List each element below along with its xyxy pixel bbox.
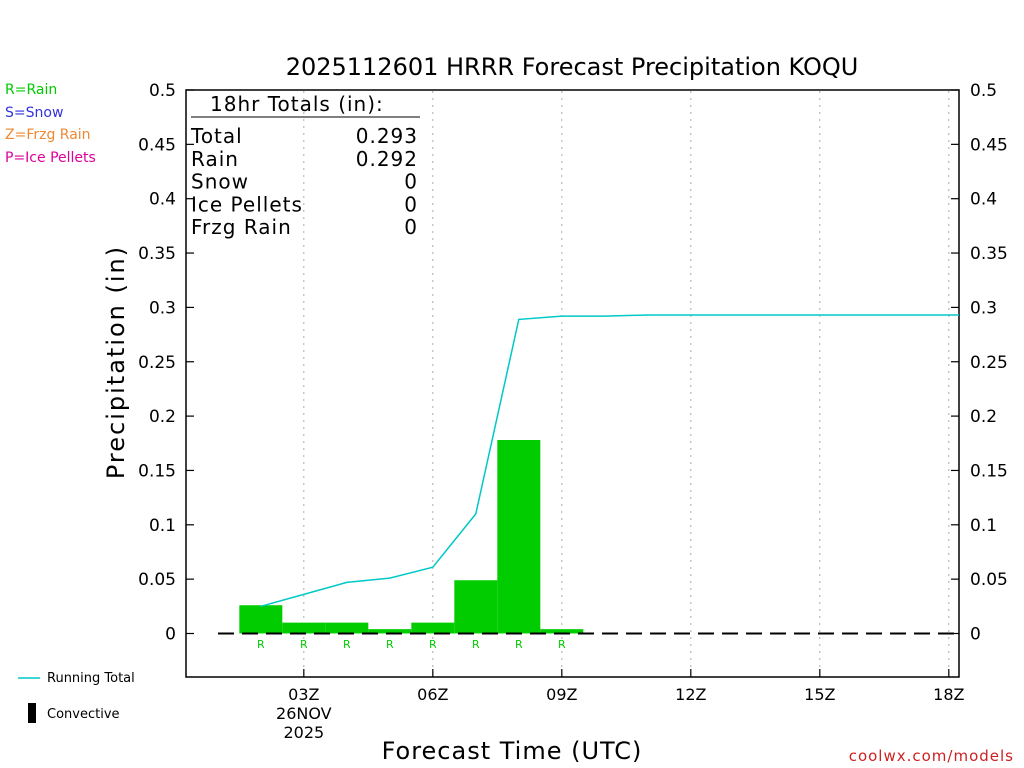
precip-bar xyxy=(239,605,283,634)
y-tick-label-left: 0.45 xyxy=(138,135,176,155)
precip-bar xyxy=(411,622,455,634)
y-tick-label-left: 0.2 xyxy=(149,407,176,427)
y-tick-label-right: 0.25 xyxy=(970,353,1008,373)
x-tick-label: 12Z xyxy=(675,685,706,704)
y-tick-label-left: 0.35 xyxy=(138,244,176,264)
legend-ice-pellets: P=Ice Pellets xyxy=(5,150,96,166)
x-axis-label: Forecast Time (UTC) xyxy=(382,737,643,765)
series-legend: Running Total Convective xyxy=(18,671,135,723)
totals-row-label: Snow xyxy=(191,170,249,194)
convective-legend-label: Convective xyxy=(47,707,120,722)
totals-heading: 18hr Totals (in): xyxy=(210,92,384,116)
precip-bar xyxy=(368,629,412,634)
y-tick-label-right: 0 xyxy=(970,625,981,645)
x-tick-label: 18Z xyxy=(933,685,964,704)
y-tick-label-left: 0.1 xyxy=(149,516,176,536)
y-tick-label-right: 0.1 xyxy=(970,516,997,536)
y-tick-label-left: 0.25 xyxy=(138,353,176,373)
ptype-mark: R xyxy=(343,638,351,651)
totals-row-value: 0 xyxy=(404,192,418,216)
totals-row-label: Frzg Rain xyxy=(191,215,292,239)
x-tick-label: 15Z xyxy=(804,685,835,704)
totals-row-label: Rain xyxy=(191,147,239,171)
y-tick-label-left: 0.15 xyxy=(138,461,176,481)
y-axis-right: 0 0.05 0.1 0.15 0.2 0.25 0.3 0.35 0.4 0.45 0.5 xyxy=(951,81,1008,645)
legend-frzg-rain: Z=Frzg Rain xyxy=(5,127,91,143)
x-tick-label: 03Z xyxy=(288,685,319,704)
ptype-mark: R xyxy=(300,638,308,651)
y-axis-left: 0 0.05 0.1 0.15 0.2 0.25 0.3 0.35 0.4 0.45 0.5 xyxy=(138,81,194,645)
x-tick-date-label: 26NOV xyxy=(276,704,332,723)
y-tick-label-right: 0.15 xyxy=(970,461,1008,481)
totals-row-value: 0 xyxy=(404,215,418,239)
running-total-line xyxy=(260,314,959,608)
precip-bar xyxy=(540,629,584,634)
precip-bars xyxy=(239,440,584,634)
totals-row-label: Total xyxy=(190,124,243,148)
ptype-mark: R xyxy=(515,638,523,651)
convective-legend-icon xyxy=(28,703,36,723)
legend-snow: S=Snow xyxy=(5,105,64,121)
y-tick-label-left: 0.3 xyxy=(149,298,176,318)
x-tick-date-label: 2025 xyxy=(283,723,324,742)
y-tick-label-right: 0.35 xyxy=(970,244,1008,264)
plot-frame xyxy=(185,89,960,678)
y-tick-label-left: 0.05 xyxy=(138,570,176,590)
ptype-mark: R xyxy=(257,638,265,651)
x-tick-label: 06Z xyxy=(417,685,448,704)
totals-row-value: 0 xyxy=(404,170,418,194)
ptype-mark: R xyxy=(429,638,437,651)
chart-title: 2025112601 HRRR Forecast Precipitation K… xyxy=(286,53,859,81)
precip-bar xyxy=(497,440,541,634)
ptype-mark: R xyxy=(386,638,394,651)
legend-rain: R=Rain xyxy=(5,82,58,98)
y-axis-label: Precipitation (in) xyxy=(102,245,130,479)
precip-bar xyxy=(454,580,498,634)
ptype-mark: R xyxy=(558,638,566,651)
y-tick-label-right: 0.5 xyxy=(970,81,997,101)
totals-row-label: Ice Pellets xyxy=(191,192,303,216)
y-tick-label-right: 0.05 xyxy=(970,570,1008,590)
totals-row-value: 0.293 xyxy=(356,124,418,148)
grid xyxy=(303,91,950,676)
precip-bar xyxy=(282,622,326,634)
y-tick-label-right: 0.3 xyxy=(970,298,997,318)
y-tick-label-right: 0.4 xyxy=(970,190,997,210)
x-tick-label: 09Z xyxy=(546,685,577,704)
ptype-mark: R xyxy=(472,638,480,651)
totals-box: 18hr Totals (in): Total 0.293 Rain 0.292 Sno… xyxy=(190,92,420,239)
y-tick-label-right: 0.45 xyxy=(970,135,1008,155)
y-tick-label-left: 0 xyxy=(165,625,176,645)
precip-bar xyxy=(325,622,369,634)
running-total-legend-label: Running Total xyxy=(47,671,135,686)
totals-row-value: 0.292 xyxy=(356,147,418,171)
y-tick-label-left: 0.4 xyxy=(149,190,176,210)
credit-text: coolwx.com/models xyxy=(849,747,1014,765)
y-tick-label-right: 0.2 xyxy=(970,407,997,427)
y-tick-label-left: 0.5 xyxy=(149,81,176,101)
